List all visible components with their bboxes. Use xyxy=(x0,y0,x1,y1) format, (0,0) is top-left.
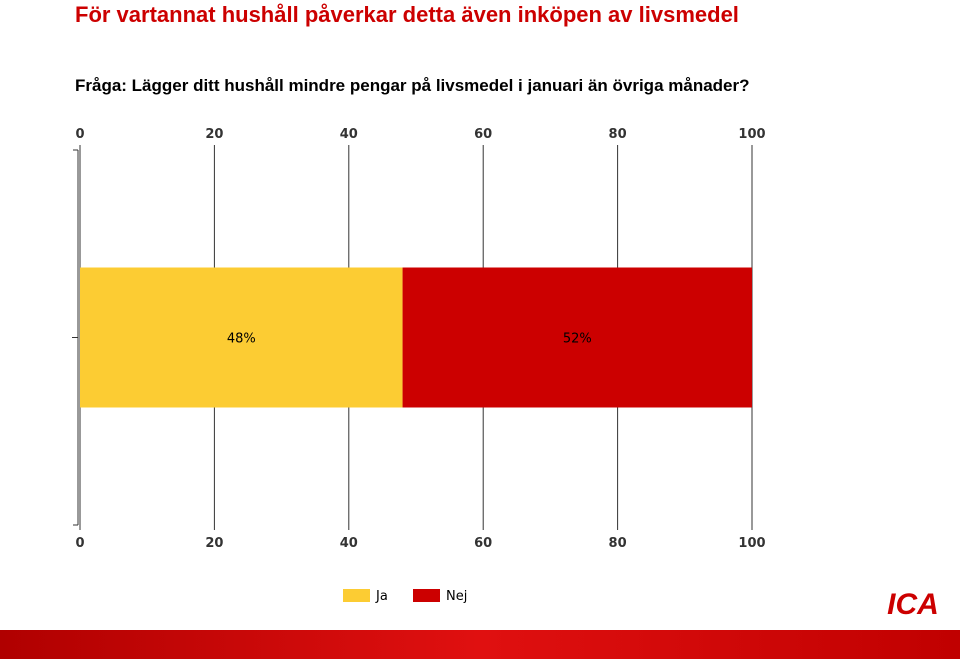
x-tick-label: 0 xyxy=(75,536,84,551)
x-tick-label: 20 xyxy=(205,536,223,551)
x-tick-label: 20 xyxy=(205,127,223,142)
footer-band xyxy=(0,630,960,659)
x-tick-label: 100 xyxy=(738,536,765,551)
x-tick-label: 100 xyxy=(738,127,765,142)
x-tick-label: 80 xyxy=(609,536,627,551)
x-tick-label: 60 xyxy=(474,536,492,551)
value-label: 48% xyxy=(227,332,256,347)
legend-swatch xyxy=(413,589,440,602)
legend-swatch xyxy=(343,589,370,602)
x-tick-label: 60 xyxy=(474,127,492,142)
value-label: 52% xyxy=(563,332,592,347)
x-tick-label: 40 xyxy=(340,536,358,551)
logo: ICA xyxy=(887,588,939,621)
chart-title: För vartannat hushåll påverkar detta äve… xyxy=(75,2,739,27)
legend-label: Nej xyxy=(446,589,467,604)
x-tick-label: 0 xyxy=(75,127,84,142)
bar-segment xyxy=(402,267,752,408)
bar-segment xyxy=(80,267,403,408)
legend-label: Ja xyxy=(375,589,388,604)
chart-subtitle: Fråga: Lägger ditt hushåll mindre pengar… xyxy=(75,76,750,95)
x-tick-label: 40 xyxy=(340,127,358,142)
x-tick-label: 80 xyxy=(609,127,627,142)
